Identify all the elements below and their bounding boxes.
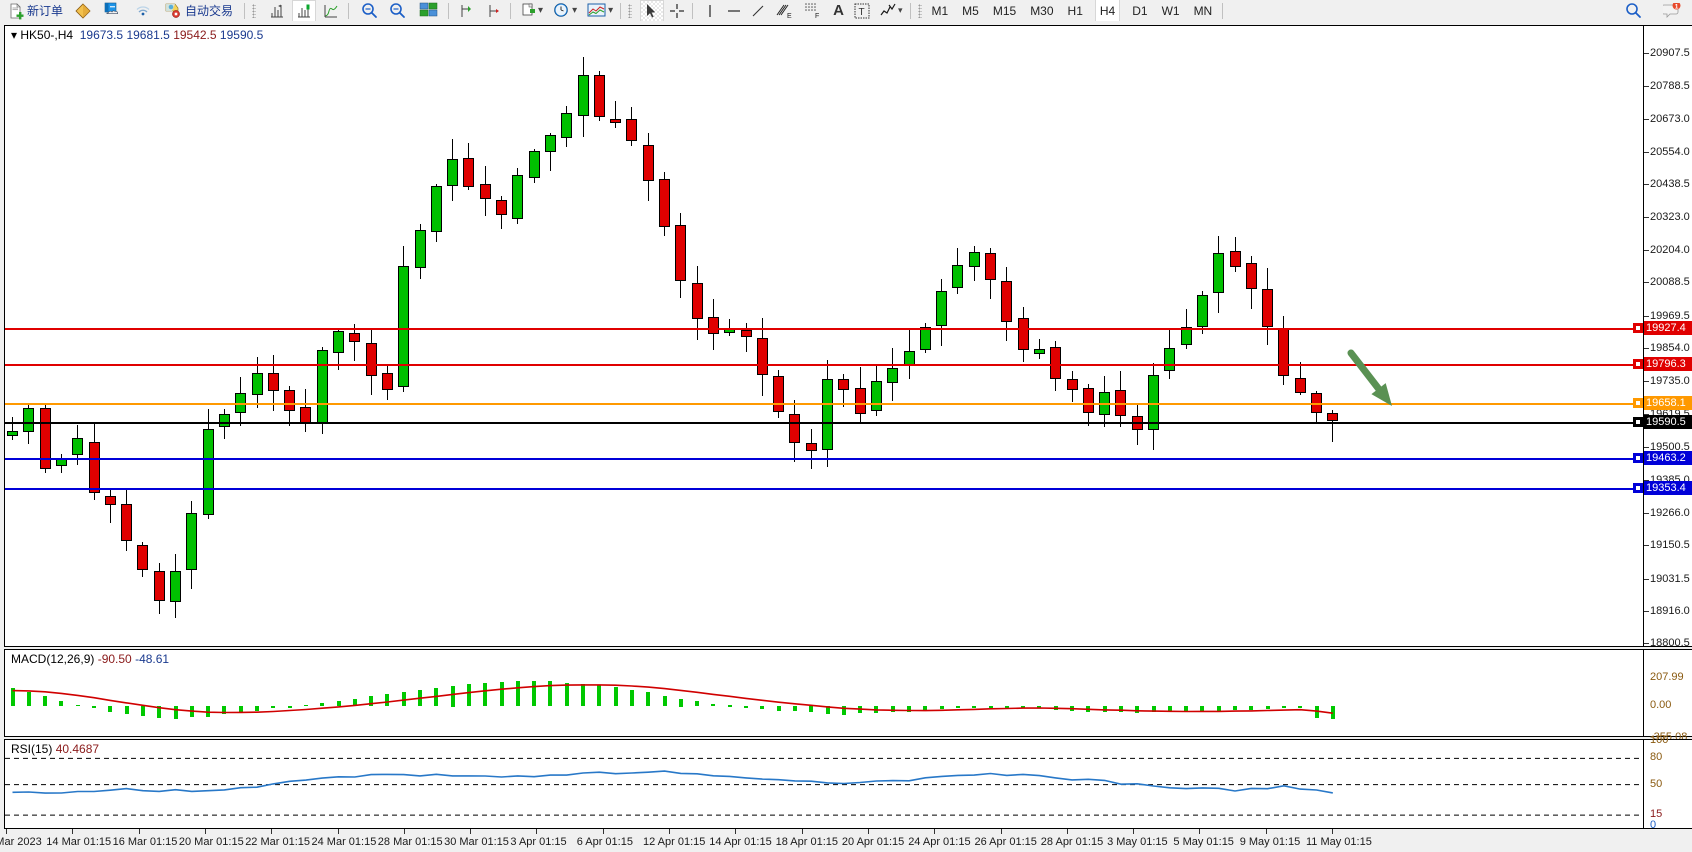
svg-text:1: 1 — [1675, 3, 1679, 10]
svg-text:E: E — [787, 13, 792, 19]
svg-text:F: F — [815, 13, 819, 19]
svg-text:T: T — [858, 7, 864, 18]
